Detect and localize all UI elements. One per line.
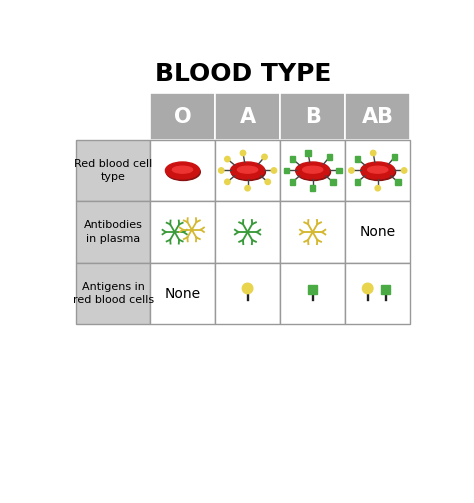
Ellipse shape <box>165 162 200 179</box>
Text: Antigens in
red blood cells: Antigens in red blood cells <box>73 282 154 305</box>
Bar <box>76 140 150 201</box>
Bar <box>310 186 315 191</box>
Text: AB: AB <box>362 107 394 127</box>
Bar <box>381 285 390 294</box>
Circle shape <box>375 186 381 191</box>
Bar <box>308 285 317 294</box>
Bar <box>280 201 345 263</box>
Bar <box>305 150 311 156</box>
Bar <box>150 201 215 263</box>
Bar <box>283 168 289 173</box>
Bar <box>337 168 342 173</box>
Bar <box>150 263 215 324</box>
Bar <box>150 140 215 201</box>
Bar <box>345 263 410 324</box>
Text: BLOOD TYPE: BLOOD TYPE <box>155 62 331 86</box>
Ellipse shape <box>166 163 201 181</box>
Bar <box>215 140 280 201</box>
Bar <box>327 154 332 159</box>
Bar <box>215 263 280 324</box>
Bar <box>345 201 410 263</box>
Bar <box>76 201 150 263</box>
Ellipse shape <box>173 166 192 173</box>
Bar <box>355 179 360 185</box>
Circle shape <box>271 168 277 173</box>
Bar <box>395 179 401 185</box>
Text: None: None <box>164 287 201 301</box>
Bar <box>290 179 295 185</box>
Bar <box>280 94 345 140</box>
Circle shape <box>225 156 230 162</box>
Ellipse shape <box>361 162 395 179</box>
Text: None: None <box>360 225 396 239</box>
Text: B: B <box>305 107 320 127</box>
Bar <box>280 263 345 324</box>
Bar <box>355 156 360 162</box>
Bar <box>150 94 215 140</box>
Circle shape <box>262 154 267 159</box>
Text: O: O <box>173 107 191 127</box>
Text: Antibodies
in plasma: Antibodies in plasma <box>84 220 143 243</box>
Circle shape <box>219 168 224 173</box>
Circle shape <box>371 150 376 156</box>
Ellipse shape <box>296 163 330 181</box>
Ellipse shape <box>296 162 330 179</box>
Circle shape <box>242 283 253 294</box>
Text: A: A <box>239 107 255 127</box>
Bar <box>290 156 295 162</box>
Bar <box>345 140 410 201</box>
Ellipse shape <box>230 162 264 179</box>
Bar <box>392 154 397 159</box>
Ellipse shape <box>302 166 323 173</box>
Ellipse shape <box>368 166 388 173</box>
Bar <box>76 263 150 324</box>
Circle shape <box>349 168 354 173</box>
Circle shape <box>363 283 373 294</box>
Bar <box>215 94 280 140</box>
Circle shape <box>240 150 246 156</box>
Circle shape <box>401 168 407 173</box>
Circle shape <box>265 179 271 185</box>
Circle shape <box>245 186 250 191</box>
Ellipse shape <box>237 166 258 173</box>
Ellipse shape <box>231 163 265 181</box>
Bar <box>330 179 336 185</box>
Bar <box>345 94 410 140</box>
Text: Red blood cell
type: Red blood cell type <box>74 159 152 182</box>
Bar <box>280 140 345 201</box>
Circle shape <box>225 179 230 185</box>
Ellipse shape <box>362 163 396 181</box>
Bar <box>215 201 280 263</box>
